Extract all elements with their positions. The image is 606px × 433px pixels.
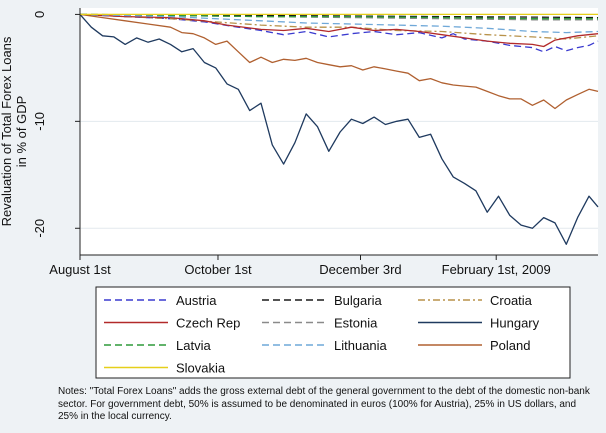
legend: Austria Bulgaria Croatia Czech Rep Estonia Hu… [95, 286, 571, 379]
legend-box [95, 286, 571, 379]
y-tick-label: -10 [32, 112, 47, 131]
series-line-lithuania [79, 13, 599, 34]
series-line-czech-rep [79, 13, 599, 48]
series-lines [79, 13, 599, 245]
series-line-latvia [79, 13, 598, 20]
legend-label: Austria [176, 293, 217, 308]
legend-label: Croatia [490, 293, 533, 308]
legend-label: Hungary [490, 316, 540, 331]
y-axis-label: Revaluation of Total Forex Loansin % of … [0, 36, 29, 226]
chart-note: Notes: "Total Forex Loans" adds the gros… [58, 386, 590, 422]
legend-label: Latvia [176, 338, 211, 353]
legend-label: Lithuania [334, 338, 388, 353]
legend-label: Estonia [334, 316, 378, 331]
x-tick-label: August 1st [49, 262, 111, 277]
axes: 0 -10 -20 August 1st October 1st December 3rd… [0, 8, 598, 277]
legend-label: Slovakia [176, 361, 226, 376]
y-tick-label: -20 [32, 219, 47, 238]
x-tick-label: February 1st, 2009 [442, 262, 551, 277]
legend-label: Czech Rep [176, 316, 240, 331]
x-tick-label: October 1st [184, 262, 252, 277]
plot-area [80, 8, 598, 255]
x-tick-label: December 3rd [319, 262, 401, 277]
series-line-poland [79, 13, 599, 110]
y-tick-label: 0 [32, 11, 47, 18]
series-line-hungary [79, 13, 599, 245]
legend-label: Bulgaria [334, 293, 382, 308]
legend-label: Poland [490, 338, 530, 353]
series-line-austria [79, 13, 599, 53]
